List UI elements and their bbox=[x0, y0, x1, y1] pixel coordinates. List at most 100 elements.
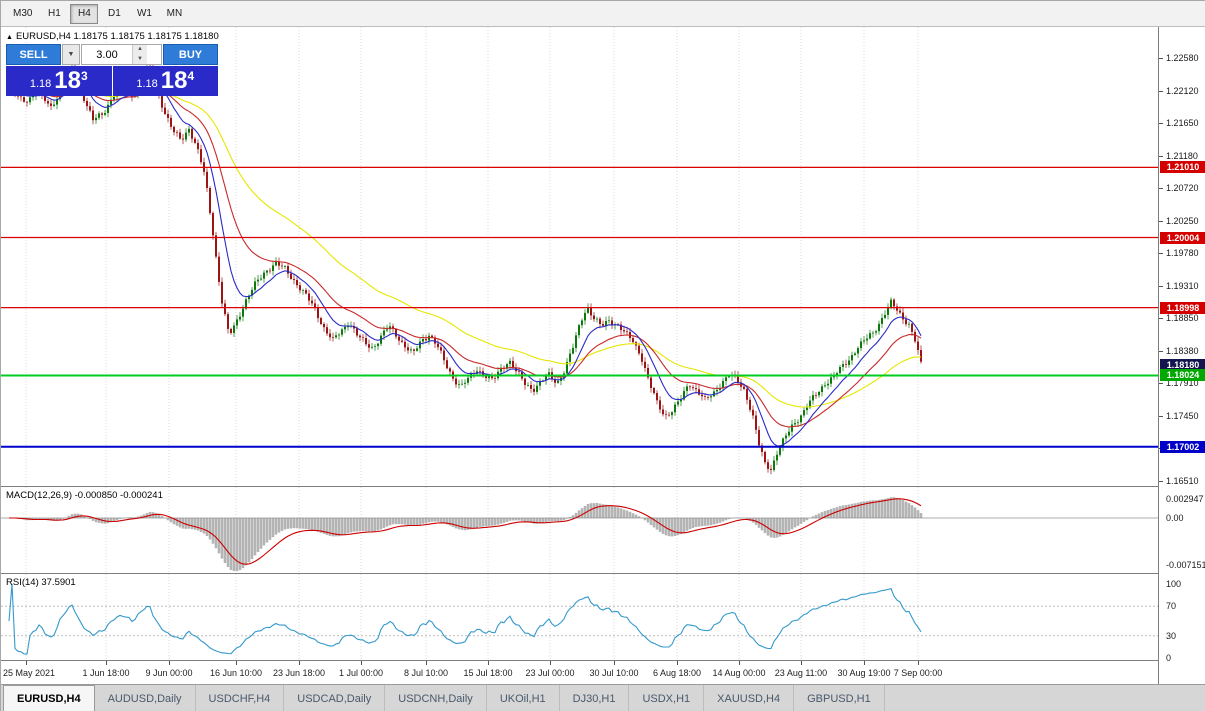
price-tick-label: 1.17450 bbox=[1166, 411, 1199, 421]
timeframe-button-m30[interactable]: M30 bbox=[7, 4, 38, 24]
timeframe-button-w1[interactable]: W1 bbox=[130, 4, 158, 24]
chart-tab-audusd[interactable]: AUDUSD,Daily bbox=[95, 685, 196, 711]
time-axis[interactable]: 25 May 2021 1 Jun 18:00 9 Jun 00:00 16 Jun … bbox=[1, 661, 1158, 684]
time-tick-label: 15 Jul 18:00 bbox=[463, 668, 513, 678]
price-tick-label: 1.19310 bbox=[1166, 281, 1199, 291]
time-tick-label: 23 Jul 00:00 bbox=[525, 668, 575, 678]
rsi-scale-label: 0 bbox=[1166, 653, 1172, 663]
chart-tab-ukoil[interactable]: UKOil,H1 bbox=[487, 685, 560, 711]
time-tick-mark bbox=[106, 661, 107, 665]
price-tick-mark bbox=[1159, 91, 1163, 92]
price-tick-label: 1.17910 bbox=[1166, 378, 1199, 388]
buy-button[interactable]: BUY bbox=[163, 44, 218, 65]
chart-title-text: EURUSD,H4 1.18175 1.18175 1.18175 1.1818… bbox=[15, 31, 219, 42]
price-tick-mark bbox=[1159, 481, 1163, 482]
time-tick-mark bbox=[550, 661, 551, 665]
time-tick-mark bbox=[299, 661, 300, 665]
time-tick-label: 23 Jun 18:00 bbox=[272, 668, 326, 678]
price-tick-label: 1.19780 bbox=[1166, 248, 1199, 258]
chart-tab-xauusd[interactable]: XAUUSD,H4 bbox=[704, 685, 795, 711]
price-line-label: 1.21010 bbox=[1160, 161, 1205, 173]
time-tick-mark bbox=[426, 661, 427, 665]
candlestick-chart-canvas[interactable] bbox=[1, 27, 1158, 486]
buy-price-display[interactable]: 1.18 18 4 bbox=[112, 66, 218, 96]
time-tick-label: 30 Aug 19:00 bbox=[837, 668, 891, 678]
sell-price-display[interactable]: 1.18 18 3 bbox=[6, 66, 112, 96]
price-tick-mark bbox=[1159, 318, 1163, 319]
time-tick-mark bbox=[169, 661, 170, 665]
time-tick-label: 7 Sep 00:00 bbox=[893, 668, 943, 678]
chart-tab-usdcnh[interactable]: USDCNH,Daily bbox=[385, 685, 487, 711]
macd-scale-label: 0.002947 bbox=[1166, 494, 1204, 504]
rsi-label: RSI(14) 37.5901 bbox=[6, 577, 76, 588]
time-tick-label: 1 Jun 18:00 bbox=[82, 668, 130, 678]
price-tick-mark bbox=[1159, 253, 1163, 254]
sell-price-prefix: 1.18 bbox=[29, 78, 52, 90]
time-tick-label: 9 Jun 00:00 bbox=[145, 668, 193, 678]
time-tick-label: 23 Aug 11:00 bbox=[774, 668, 828, 678]
price-tick-mark bbox=[1159, 123, 1163, 124]
sell-price-big-digits: 18 bbox=[54, 67, 81, 94]
one-click-trading-panel: SELL ▼ ▲ ▼ BUY 1.18 18 3 bbox=[6, 44, 218, 96]
price-tick-label: 1.20720 bbox=[1166, 183, 1199, 193]
rsi-scale-label: 70 bbox=[1166, 601, 1177, 611]
time-tick-mark bbox=[918, 661, 919, 665]
time-tick-label: 30 Jul 10:00 bbox=[589, 668, 639, 678]
panel-separator[interactable] bbox=[1, 573, 1205, 574]
timeframe-button-h4[interactable]: H4 bbox=[70, 3, 99, 24]
chart-tab-dj30[interactable]: DJ30,H1 bbox=[560, 685, 630, 711]
time-tick-label: 6 Aug 18:00 bbox=[652, 668, 702, 678]
macd-scale-label: -0.007151 bbox=[1166, 560, 1205, 570]
price-line-label: 1.18180 bbox=[1160, 359, 1205, 371]
lot-decrease-button[interactable]: ▼ bbox=[133, 54, 147, 64]
macd-scale-label: 0.00 bbox=[1166, 513, 1184, 523]
time-tick-mark bbox=[361, 661, 362, 665]
macd-chart-canvas[interactable] bbox=[1, 487, 1158, 573]
time-tick-mark bbox=[677, 661, 678, 665]
time-tick-mark bbox=[864, 661, 865, 665]
sell-button[interactable]: SELL bbox=[6, 44, 61, 65]
lot-size-input[interactable] bbox=[82, 45, 132, 64]
main-chart-panel[interactable]: ▲ EURUSD,H4 1.18175 1.18175 1.18175 1.181… bbox=[1, 27, 1158, 486]
timeframe-toolbar: M30 H1 H4 D1 W1 MN bbox=[1, 1, 1205, 27]
timeframe-button-d1[interactable]: D1 bbox=[100, 4, 128, 24]
price-tick-label: 1.22580 bbox=[1166, 53, 1199, 63]
time-tick-label: 8 Jul 10:00 bbox=[403, 668, 449, 678]
timeframe-button-h1[interactable]: H1 bbox=[40, 4, 68, 24]
price-tick-mark bbox=[1159, 156, 1163, 157]
time-tick-mark bbox=[614, 661, 615, 665]
timeframe-button-mn[interactable]: MN bbox=[160, 4, 188, 24]
price-line-label: 1.18024 bbox=[1160, 369, 1205, 381]
chart-tab-usdchf[interactable]: USDCHF,H4 bbox=[196, 685, 285, 711]
collapse-chart-icon[interactable]: ▲ bbox=[6, 34, 13, 41]
panel-separator[interactable] bbox=[1, 486, 1205, 487]
price-tick-mark bbox=[1159, 286, 1163, 287]
time-tick-mark bbox=[488, 661, 489, 665]
price-tick-label: 1.16510 bbox=[1166, 476, 1199, 486]
price-tick-mark bbox=[1159, 383, 1163, 384]
lot-increase-button[interactable]: ▲ bbox=[133, 45, 147, 55]
lot-dropdown-button[interactable]: ▼ bbox=[62, 44, 80, 65]
price-tick-label: 1.22120 bbox=[1166, 86, 1199, 96]
rsi-indicator-panel[interactable]: RSI(14) 37.5901 bbox=[1, 574, 1158, 660]
time-tick-mark bbox=[739, 661, 740, 665]
chevron-down-icon: ▼ bbox=[67, 51, 75, 58]
price-line-label: 1.18998 bbox=[1160, 302, 1205, 314]
rsi-scale-label: 30 bbox=[1166, 631, 1177, 641]
price-tick-label: 1.18850 bbox=[1166, 313, 1199, 323]
rsi-chart-canvas[interactable] bbox=[1, 574, 1158, 660]
chart-tab-usdx[interactable]: USDX,H1 bbox=[629, 685, 705, 711]
price-line-label: 1.17002 bbox=[1160, 441, 1205, 453]
chart-tab-usdcad[interactable]: USDCAD,Daily bbox=[284, 685, 386, 711]
chart-tab-eurusd[interactable]: EURUSD,H4 bbox=[3, 685, 95, 711]
macd-indicator-panel[interactable]: MACD(12,26,9) -0.000850 -0.000241 bbox=[1, 487, 1158, 573]
price-tick-mark bbox=[1159, 188, 1163, 189]
sell-price-pipette: 3 bbox=[80, 69, 88, 83]
time-tick-label: 14 Aug 00:00 bbox=[712, 668, 766, 678]
buy-price-big-digits: 18 bbox=[160, 67, 188, 94]
time-tick-mark bbox=[26, 661, 27, 665]
chart-tab-gbpusd[interactable]: GBPUSD,H1 bbox=[794, 685, 885, 711]
buy-price-pipette: 4 bbox=[187, 69, 195, 83]
price-scale[interactable]: 1.22580 1.22120 1.21650 1.21180 1.20720 1.202… bbox=[1158, 27, 1205, 684]
